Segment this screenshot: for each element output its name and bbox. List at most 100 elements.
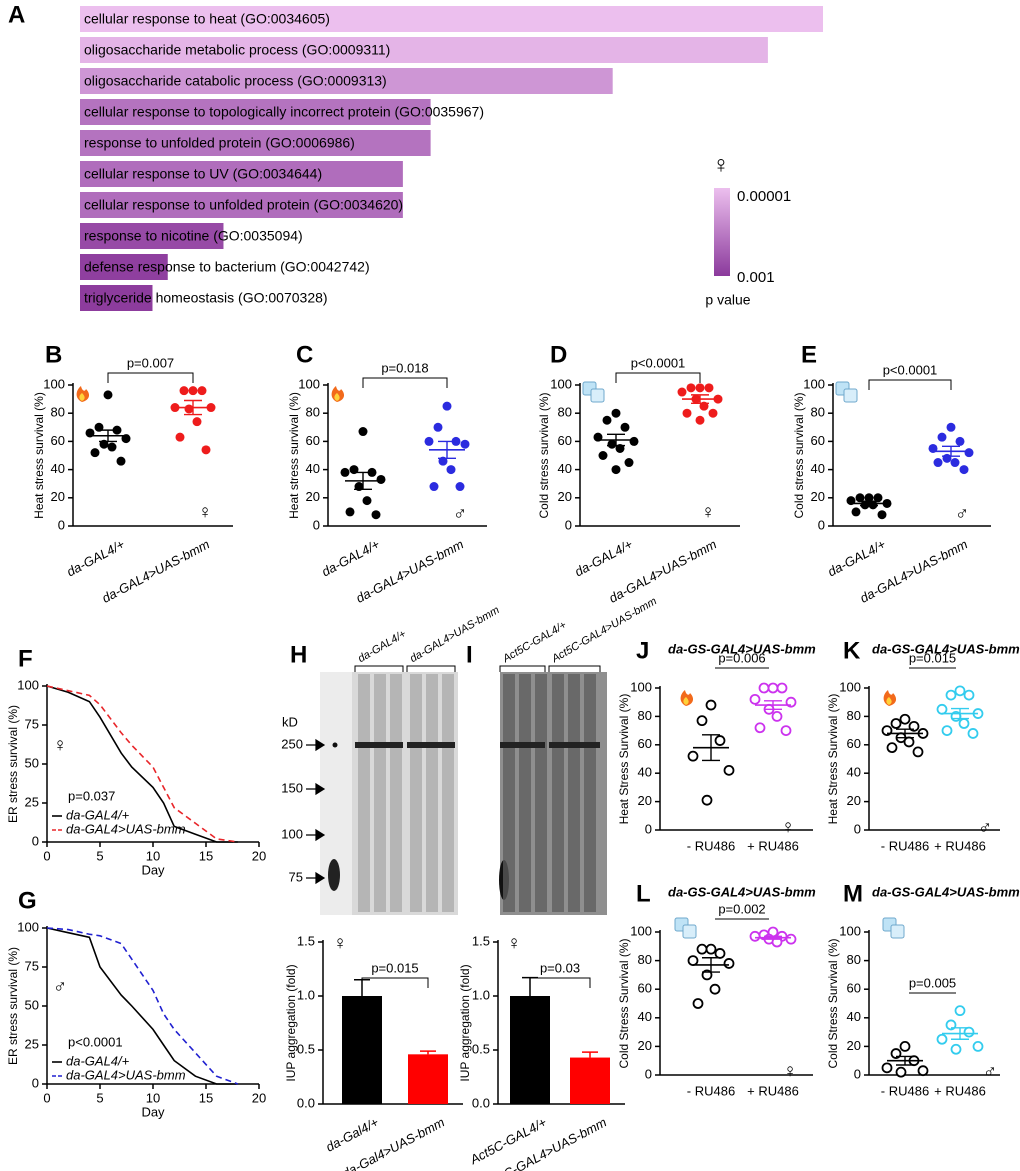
y-tick-label: 40 (811, 461, 825, 476)
y-tick-label: 100 (839, 923, 861, 938)
data-point (677, 387, 687, 397)
sem-bar (951, 1027, 969, 1040)
y-tick-label: 1.0 (297, 987, 315, 1002)
y-tick-label: 40 (638, 765, 652, 780)
data-point (886, 742, 898, 754)
bar (570, 1057, 610, 1104)
y-tick-label: 20 (558, 489, 572, 504)
data-point (709, 983, 721, 995)
data-point (201, 445, 211, 455)
data-point (611, 465, 621, 475)
cold-icon (890, 924, 905, 939)
bar-label: oligosaccharide metabolic process (GO:00… (84, 42, 390, 58)
sem-bar (942, 445, 960, 457)
sex-symbol: ♀ (53, 735, 67, 756)
x-tick-label: da-Gal4/+ (323, 1114, 381, 1154)
y-tick-label: 60 (811, 433, 825, 448)
y-tick-label: 100 (298, 376, 320, 391)
data-point (903, 736, 915, 748)
y-tick-label: 20 (638, 1038, 652, 1053)
sem-bar (702, 957, 720, 973)
data-point (371, 510, 381, 520)
y-tick-label: 100 (630, 923, 652, 938)
data-point (950, 458, 960, 468)
legend-label: da-GAL4>UAS-bmm (66, 1067, 186, 1082)
data-point (687, 750, 699, 762)
heat-icon-core (79, 393, 85, 401)
data-point (376, 474, 386, 484)
y-tick-label: 60 (638, 981, 652, 996)
p-value: p=0.015 (371, 960, 418, 975)
data-point (955, 436, 965, 446)
panel-label: A (8, 1, 25, 28)
data-point (345, 507, 355, 517)
data-point (972, 1041, 984, 1052)
data-point (877, 510, 887, 520)
p-value: p=0.005 (909, 975, 956, 990)
y-tick-label: 40 (847, 765, 861, 780)
sem-bar (354, 471, 372, 491)
lane-label: da-GAL4>UAS-bmm (408, 604, 502, 665)
x-tick-label: 20 (252, 1090, 266, 1105)
data-point (945, 689, 957, 701)
bar-label: defense response to bacterium (GO:004274… (84, 259, 370, 275)
blot-lane (568, 674, 580, 912)
bracket (361, 977, 429, 988)
lane-bracket (548, 665, 601, 672)
data-point (785, 933, 797, 945)
bar (342, 996, 382, 1104)
y-tick-label: 80 (847, 952, 861, 967)
data-point (771, 711, 783, 722)
bracket (529, 977, 591, 988)
y-tick-label: 60 (638, 736, 652, 751)
data-point (429, 482, 439, 492)
x-tick-label: da-GAL4/+ (825, 536, 888, 579)
y-tick-label: 0 (58, 517, 65, 532)
y-tick-label: 0 (32, 833, 39, 848)
y-tick-label: 40 (51, 461, 65, 476)
y-tick-label: 80 (638, 708, 652, 723)
x-tick-label: - RU486 (881, 838, 929, 853)
data-point (705, 699, 717, 711)
marker-label: 100 (281, 826, 303, 841)
y-tick-label: 25 (25, 1036, 39, 1051)
blot-lane (410, 674, 422, 912)
y-tick-label: 0 (313, 517, 320, 532)
x-tick-label: - RU486 (687, 1083, 735, 1098)
bar-label: cellular response to topologically incor… (84, 104, 484, 120)
sex-symbol: ♀ (783, 1061, 797, 1082)
bar (80, 99, 431, 125)
p-value: p<0.0001 (68, 1034, 123, 1049)
sem-bar (860, 500, 878, 507)
p-value: p=0.037 (68, 788, 115, 803)
y-tick-label: 0 (565, 517, 572, 532)
bar-label: response to unfolded protein (GO:0006986… (84, 135, 355, 151)
x-axis-label: Day (141, 862, 165, 877)
blot-lane (519, 674, 531, 912)
data-point (696, 715, 708, 727)
data-point (723, 764, 735, 776)
y-tick-label: 100 (803, 376, 825, 391)
panel-title: da-GS-GAL4>UAS-bmm (668, 884, 816, 899)
y-tick-label: 40 (847, 1009, 861, 1024)
data-point (954, 685, 966, 697)
y-axis-label: Heat Stress Survival (%) (826, 694, 840, 825)
data-point (704, 383, 714, 393)
data-point (936, 703, 948, 715)
data-point (963, 1026, 975, 1038)
y-tick-label: 0.0 (297, 1095, 315, 1110)
data-point (424, 436, 434, 446)
y-axis-label: Heat stress survival (%) (32, 392, 46, 519)
marker-label: 150 (281, 780, 303, 795)
sex-symbol: ♀ (198, 502, 212, 523)
y-tick-label: 100 (550, 376, 572, 391)
y-tick-label: 20 (51, 489, 65, 504)
blot-lane (390, 674, 402, 912)
data-point (776, 682, 788, 694)
data-point (964, 448, 974, 458)
panel-title: da-GS-GAL4>UAS-bmm (668, 641, 816, 656)
y-tick-label: 100 (839, 679, 861, 694)
data-point (868, 500, 878, 510)
y-tick-label: 20 (638, 793, 652, 808)
data-point (873, 493, 883, 503)
